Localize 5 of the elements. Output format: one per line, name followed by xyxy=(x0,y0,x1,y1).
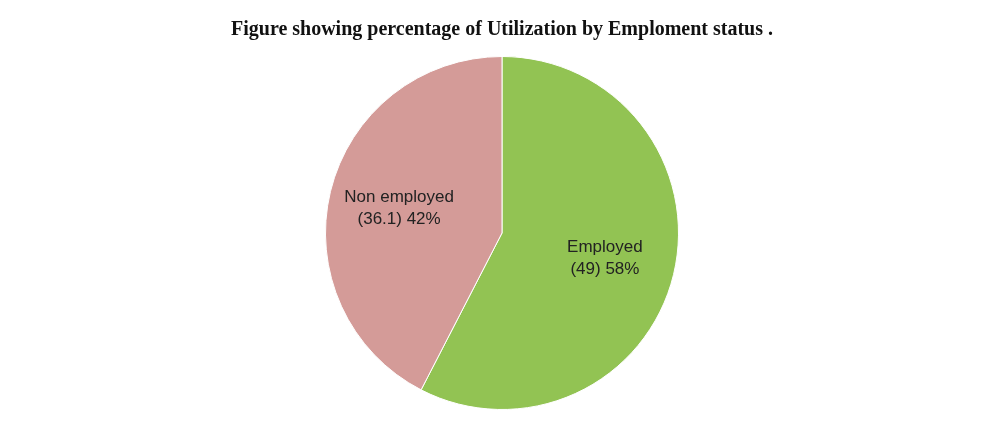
chart-title: Figure showing percentage of Utilization by Emploment status . xyxy=(230,17,774,41)
slice-label: Employed xyxy=(567,236,643,256)
data-label: (49) 58% xyxy=(570,258,640,278)
data-label: (36.1) 42% xyxy=(357,208,441,228)
slice-label: Non employed xyxy=(344,186,454,206)
